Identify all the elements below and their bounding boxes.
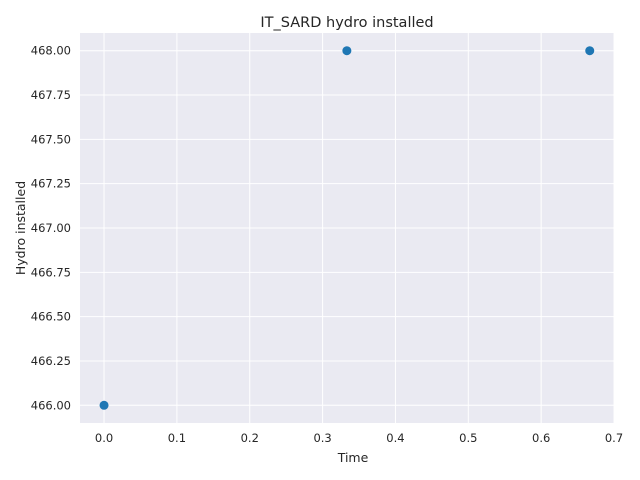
data-point	[99, 400, 109, 410]
y-tick-label: 466.50	[31, 310, 71, 324]
y-tick-label: 467.00	[31, 221, 71, 235]
data-point	[585, 46, 595, 56]
chart-title: IT_SARD hydro installed	[260, 15, 433, 31]
x-tick-label: 0.6	[532, 431, 550, 445]
x-tick-label: 0.0	[95, 431, 113, 445]
y-tick-label: 466.75	[31, 265, 71, 279]
y-tick-label: 466.00	[31, 398, 71, 412]
x-tick-label: 0.7	[605, 431, 623, 445]
x-tick-label: 0.5	[459, 431, 477, 445]
data-point	[342, 46, 352, 56]
y-tick-label: 467.75	[31, 88, 71, 102]
x-tick-label: 0.3	[313, 431, 331, 445]
grid-lines	[80, 33, 615, 423]
x-tick-labels: 0.0 0.1 0.2 0.3 0.4 0.5 0.6 0.7	[95, 431, 623, 445]
y-tick-label: 466.25	[31, 354, 71, 368]
x-tick-label: 0.2	[241, 431, 259, 445]
y-tick-label: 467.50	[31, 132, 71, 146]
x-tick-label: 0.1	[168, 431, 186, 445]
x-tick-label: 0.4	[386, 431, 404, 445]
y-tick-label: 468.00	[31, 44, 71, 58]
data-points	[99, 46, 595, 410]
y-tick-labels: 466.00 466.25 466.50 466.75 467.00 467.25 467.…	[31, 44, 71, 413]
y-axis-label: Hydro installed	[13, 181, 28, 275]
x-axis-label: Time	[337, 450, 369, 465]
y-tick-label: 467.25	[31, 177, 71, 191]
